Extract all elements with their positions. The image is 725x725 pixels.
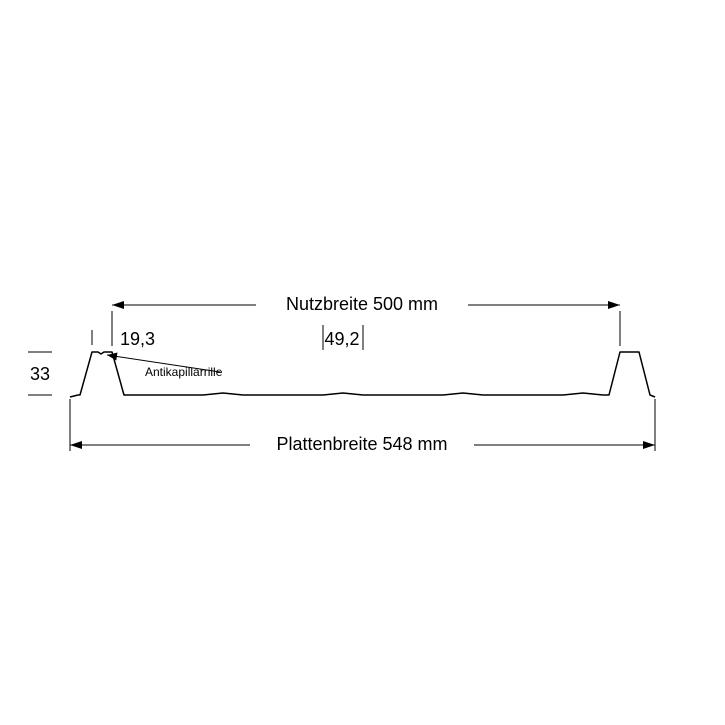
height-label: 33: [30, 364, 50, 384]
mid-dim-label: 49,2: [324, 329, 359, 349]
nutzbreite-label: Nutzbreite 500 mm: [286, 294, 438, 314]
profile-diagram: Nutzbreite 500 mm Plattenbreite 548 mm 33 1…: [0, 0, 725, 725]
seam-top-label: 19,3: [120, 329, 155, 349]
plattenbreite-label: Plattenbreite 548 mm: [276, 434, 447, 454]
antikapillarrille-label: Antikapillarrille: [145, 365, 223, 379]
